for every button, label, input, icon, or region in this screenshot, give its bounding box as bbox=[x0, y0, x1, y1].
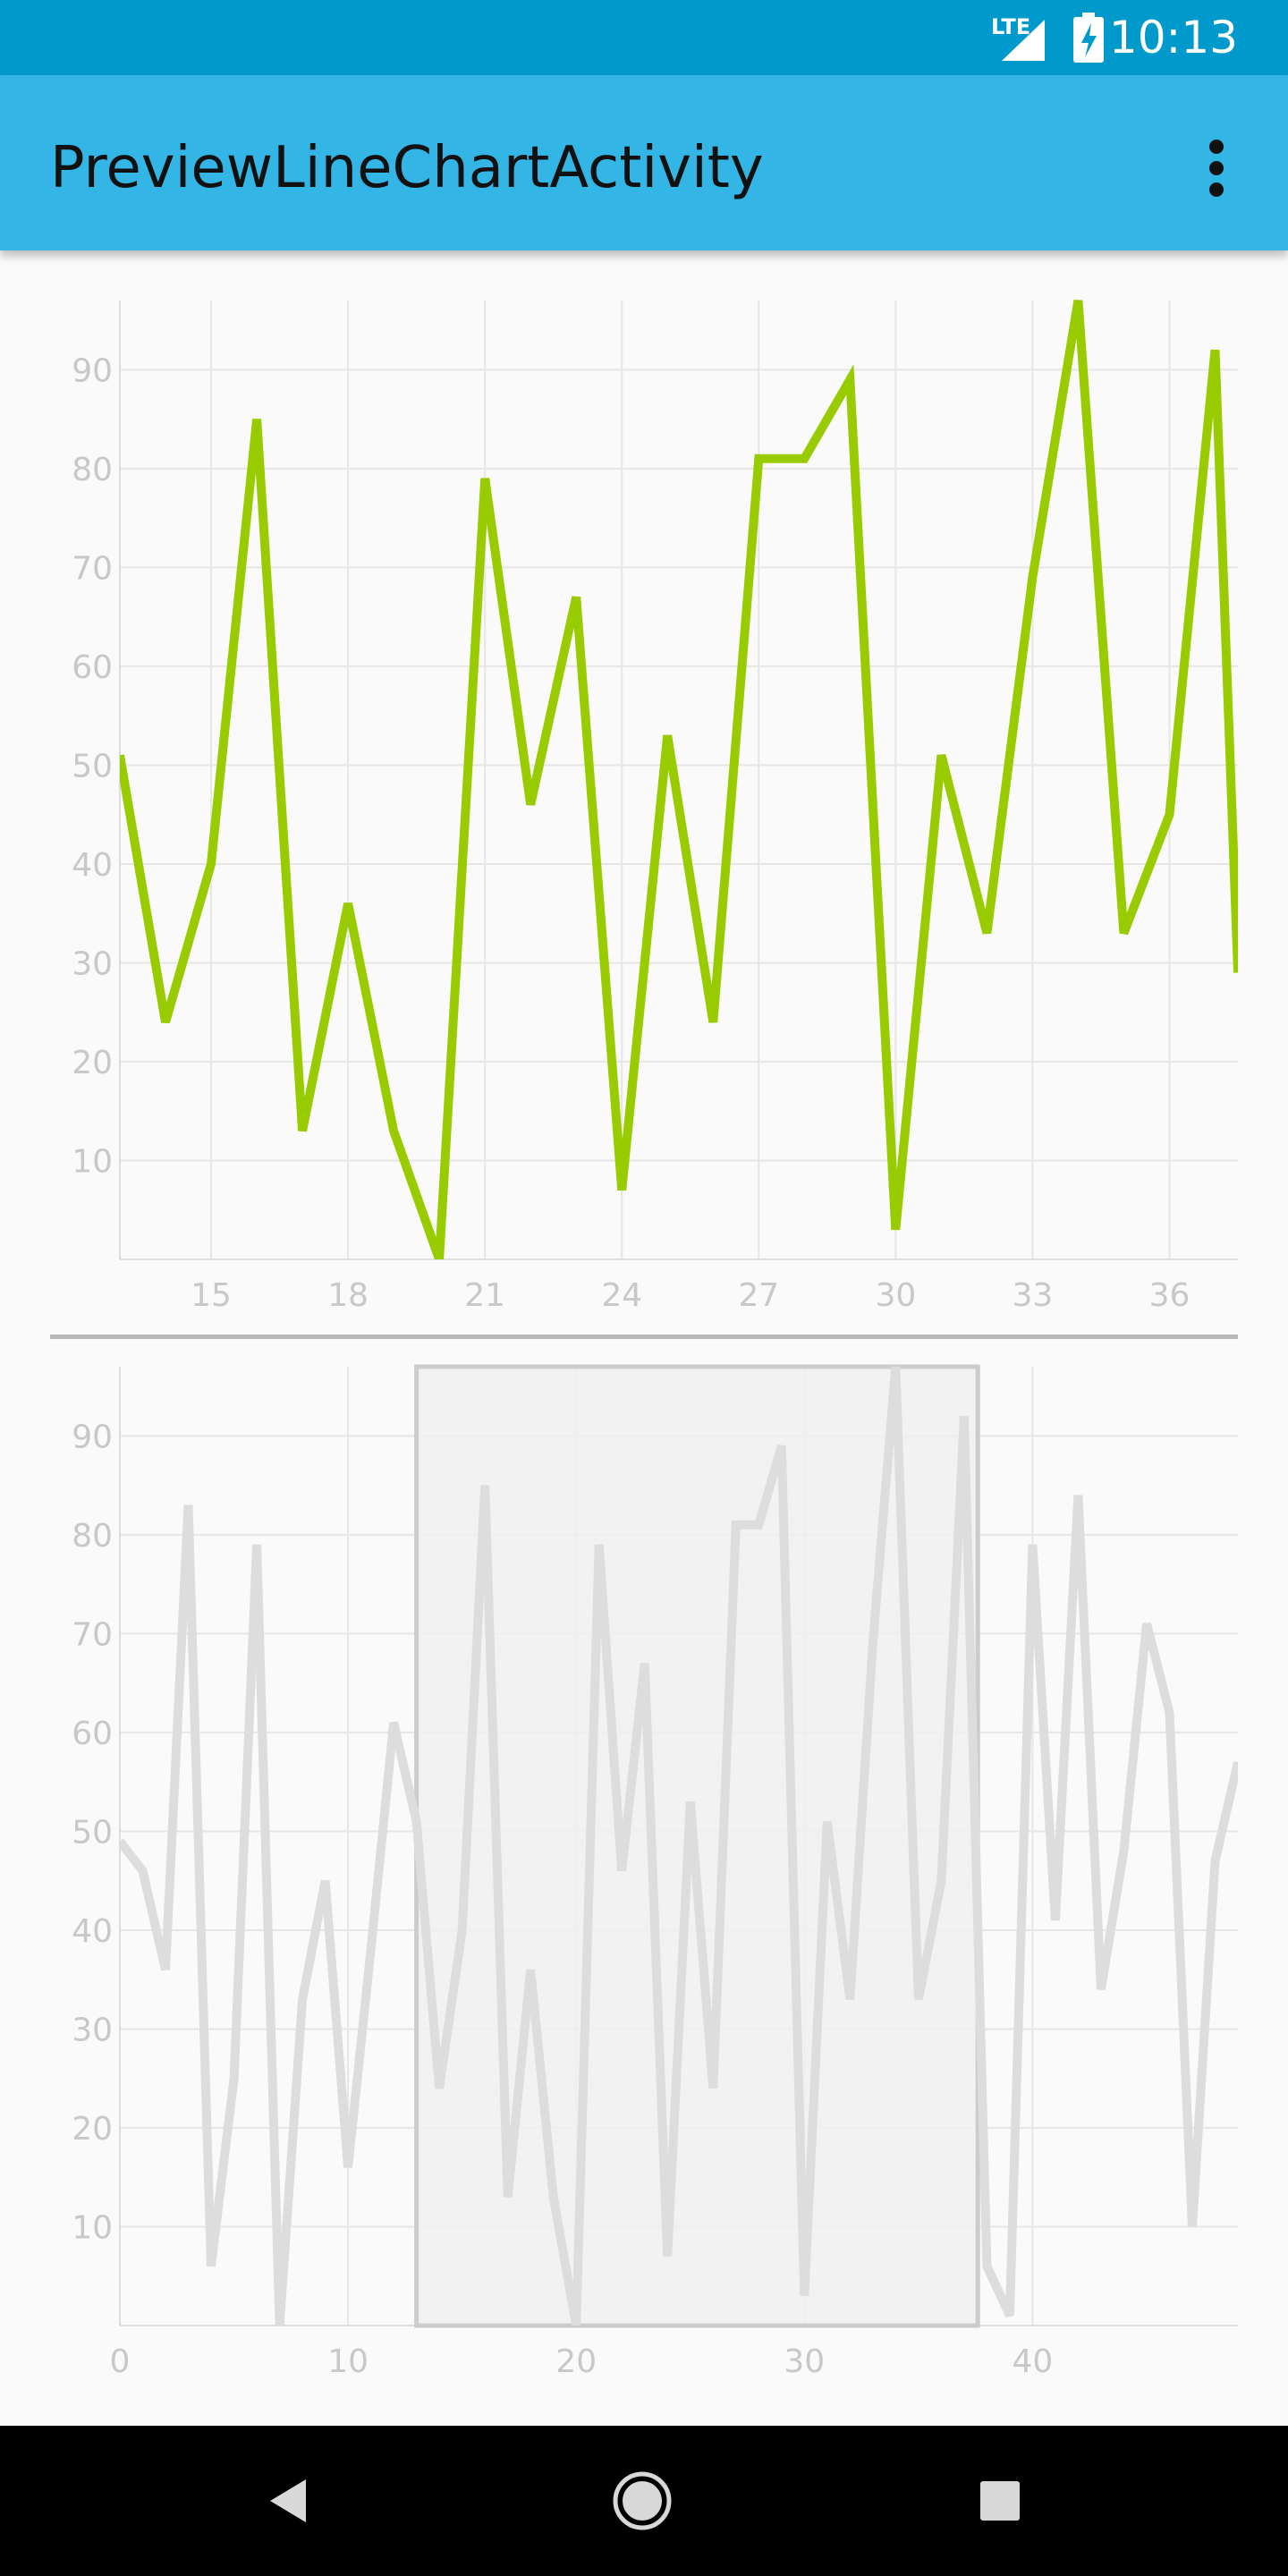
y-tick-label: 70 bbox=[72, 1616, 113, 1653]
x-tick-label: 10 bbox=[327, 2343, 369, 2380]
x-tick-label: 15 bbox=[191, 1277, 232, 1314]
recents-icon[interactable] bbox=[964, 2465, 1036, 2537]
status-bar: LTE 10:13 bbox=[0, 0, 1288, 75]
back-icon[interactable] bbox=[250, 2465, 322, 2537]
y-tick-label: 40 bbox=[72, 847, 113, 884]
y-tick-label: 40 bbox=[72, 1913, 113, 1950]
x-tick-label: 0 bbox=[110, 2343, 131, 2380]
y-tick-label: 30 bbox=[72, 2012, 113, 2048]
y-tick-label: 10 bbox=[72, 1143, 113, 1180]
x-tick-label: 40 bbox=[1013, 2343, 1054, 2380]
y-tick-label: 30 bbox=[72, 945, 113, 982]
more-vert-icon[interactable] bbox=[1190, 132, 1243, 204]
preview-line-chart[interactable]: 10 20 30 40 50 60 70 80 90 0 10 20 30 40 bbox=[0, 1351, 1288, 2388]
navigation-bar bbox=[0, 2426, 1288, 2576]
battery-charging-icon bbox=[1073, 13, 1104, 63]
x-tick-label: 30 bbox=[784, 2343, 825, 2380]
app-bar: PreviewLineChartActivity bbox=[0, 75, 1288, 250]
page-title: PreviewLineChartActivity bbox=[50, 135, 764, 201]
y-tick-label: 20 bbox=[72, 2111, 113, 2148]
x-tick-label: 30 bbox=[875, 1277, 916, 1314]
x-tick-label: 24 bbox=[601, 1277, 642, 1314]
y-tick-label: 90 bbox=[72, 1419, 113, 1455]
x-tick-label: 36 bbox=[1149, 1277, 1191, 1314]
y-tick-label: 70 bbox=[72, 550, 113, 587]
y-tick-label: 50 bbox=[72, 748, 113, 784]
y-tick-label: 80 bbox=[72, 1518, 113, 1555]
y-tick-label: 10 bbox=[72, 2209, 113, 2246]
x-tick-label: 20 bbox=[555, 2343, 597, 2380]
x-tick-label: 18 bbox=[327, 1277, 369, 1314]
signal-icon bbox=[1002, 20, 1045, 61]
x-tick-label: 21 bbox=[464, 1277, 505, 1314]
chart-divider bbox=[50, 1335, 1238, 1339]
x-tick-label: 33 bbox=[1013, 1277, 1054, 1314]
y-tick-label: 90 bbox=[72, 352, 113, 389]
y-tick-label: 80 bbox=[72, 452, 113, 488]
series-line bbox=[120, 300, 1238, 1259]
x-tick-label: 27 bbox=[738, 1277, 779, 1314]
y-tick-label: 60 bbox=[72, 1716, 113, 1752]
y-tick-label: 60 bbox=[72, 649, 113, 686]
y-tick-label: 20 bbox=[72, 1045, 113, 1081]
status-time: 10:13 bbox=[1108, 12, 1238, 64]
main-line-chart[interactable]: 10 20 30 40 50 60 70 80 90 15 18 21 24 27 30 33 36 bbox=[0, 286, 1288, 1324]
series-line bbox=[120, 1366, 1238, 2326]
y-tick-label: 50 bbox=[72, 1814, 113, 1851]
home-icon[interactable] bbox=[606, 2465, 678, 2537]
network-type-label: LTE bbox=[991, 14, 1031, 39]
